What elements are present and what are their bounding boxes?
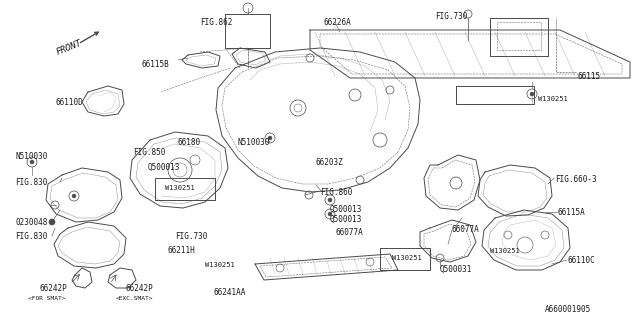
Text: N510030: N510030 <box>15 152 47 161</box>
Text: <EXC.SMAT>: <EXC.SMAT> <box>116 296 154 301</box>
Circle shape <box>328 212 332 216</box>
Circle shape <box>530 92 534 96</box>
Text: 66077A: 66077A <box>452 225 480 234</box>
Text: W130251: W130251 <box>538 96 568 102</box>
Text: 66077A: 66077A <box>335 228 363 237</box>
Text: W130251: W130251 <box>490 248 520 254</box>
Circle shape <box>49 219 55 225</box>
Text: 66115A: 66115A <box>558 208 586 217</box>
Text: FIG.830: FIG.830 <box>15 232 47 241</box>
Text: N510030: N510030 <box>238 138 270 147</box>
Text: 66180: 66180 <box>178 138 201 147</box>
Text: 66110D: 66110D <box>55 98 83 107</box>
Text: Q500013: Q500013 <box>148 163 180 172</box>
Text: W130251: W130251 <box>205 262 235 268</box>
Circle shape <box>268 136 272 140</box>
Text: Q500013: Q500013 <box>330 215 362 224</box>
Text: FIG.660-3: FIG.660-3 <box>555 175 596 184</box>
Text: 66211H: 66211H <box>168 246 196 255</box>
Circle shape <box>328 198 332 202</box>
Text: FRONT: FRONT <box>55 38 83 56</box>
Circle shape <box>72 194 76 198</box>
Text: FIG.850: FIG.850 <box>133 148 165 157</box>
Text: FIG.730: FIG.730 <box>435 12 467 21</box>
Text: 66110C: 66110C <box>568 256 596 265</box>
Text: FIG.860: FIG.860 <box>320 188 353 197</box>
Text: FIG.730: FIG.730 <box>175 232 207 241</box>
Text: 0230048: 0230048 <box>15 218 47 227</box>
Text: FIG.830: FIG.830 <box>15 178 47 187</box>
Text: Q500031: Q500031 <box>440 265 472 274</box>
Text: W130251: W130251 <box>165 185 195 191</box>
Text: <FOR SMAT>: <FOR SMAT> <box>28 296 65 301</box>
Text: 66226A: 66226A <box>323 18 351 27</box>
Text: 66241AA: 66241AA <box>213 288 245 297</box>
Circle shape <box>30 160 34 164</box>
Text: 66203Z: 66203Z <box>315 158 343 167</box>
Text: Q500013: Q500013 <box>330 205 362 214</box>
Text: FIG.862: FIG.862 <box>200 18 232 27</box>
Text: 66115: 66115 <box>578 72 601 81</box>
Text: 66242P: 66242P <box>40 284 68 293</box>
Text: A660001905: A660001905 <box>545 305 591 314</box>
Text: 66115B: 66115B <box>142 60 170 69</box>
Text: 66242P: 66242P <box>125 284 153 293</box>
Text: W130251: W130251 <box>392 255 422 261</box>
